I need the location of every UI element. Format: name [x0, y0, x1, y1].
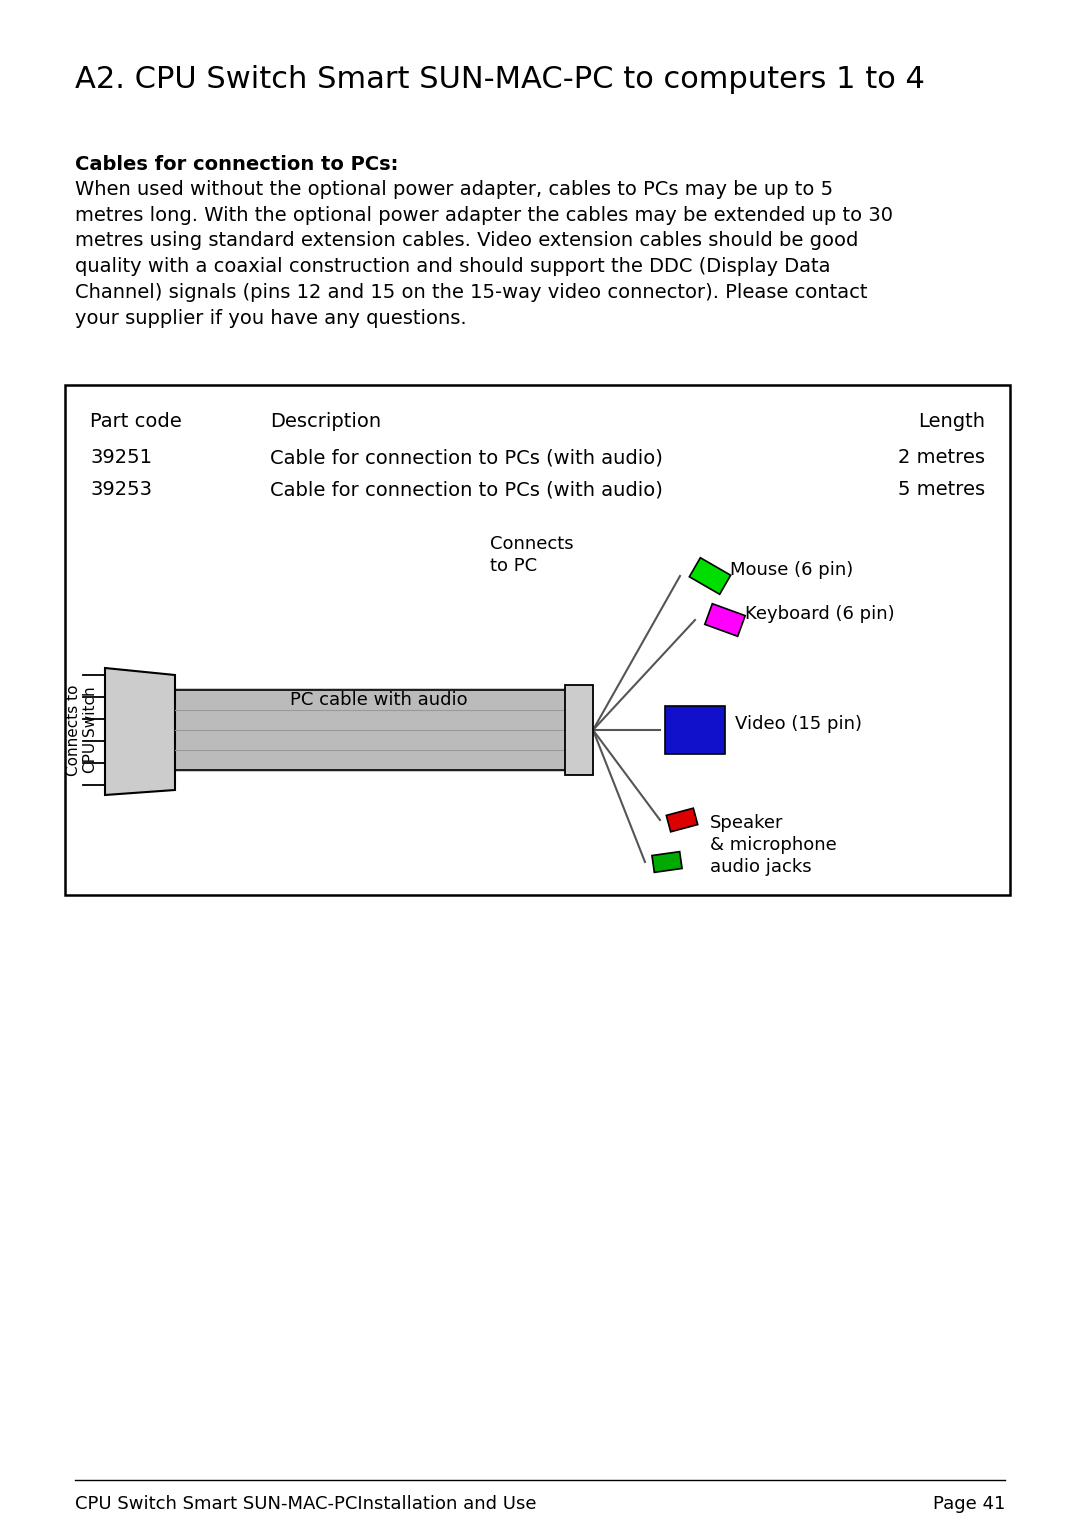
Text: Video (15 pin): Video (15 pin) [735, 715, 862, 733]
Text: Cable for connection to PCs (with audio): Cable for connection to PCs (with audio) [270, 480, 663, 500]
Text: Page 41: Page 41 [933, 1494, 1005, 1513]
Text: Cables for connection to PCs:: Cables for connection to PCs: [75, 154, 399, 174]
Polygon shape [705, 604, 745, 636]
Text: Length: Length [918, 413, 985, 431]
Polygon shape [666, 808, 698, 831]
Polygon shape [652, 851, 683, 872]
Bar [665, 706, 725, 753]
Text: Connects
to PC: Connects to PC [490, 535, 573, 575]
Text: 5 metres: 5 metres [897, 480, 985, 500]
Text: PC cable with audio: PC cable with audio [291, 691, 468, 709]
Polygon shape [689, 558, 731, 594]
Bar [65, 385, 1010, 895]
Text: Part code: Part code [90, 413, 181, 431]
Text: Mouse (6 pin): Mouse (6 pin) [730, 561, 853, 579]
Text: Cable for connection to PCs (with audio): Cable for connection to PCs (with audio) [270, 448, 663, 468]
Text: Speaker
& microphone
audio jacks: Speaker & microphone audio jacks [710, 814, 837, 877]
Text: 39251: 39251 [90, 448, 152, 468]
Text: 39253: 39253 [90, 480, 152, 500]
Text: 2 metres: 2 metres [897, 448, 985, 468]
Text: Description: Description [270, 413, 381, 431]
Text: When used without the optional power adapter, cables to PCs may be up to 5
metre: When used without the optional power ada… [75, 180, 893, 327]
Bar [565, 685, 593, 775]
Text: CPU Switch Smart SUN-MAC-PCInstallation and Use: CPU Switch Smart SUN-MAC-PCInstallation … [75, 1494, 537, 1513]
Text: Keyboard (6 pin): Keyboard (6 pin) [745, 605, 894, 623]
Polygon shape [105, 668, 175, 795]
Text: Connects to
CPU Switch: Connects to CPU Switch [66, 685, 98, 776]
Text: A2. CPU Switch Smart SUN-MAC-PC to computers 1 to 4: A2. CPU Switch Smart SUN-MAC-PC to compu… [75, 66, 924, 95]
